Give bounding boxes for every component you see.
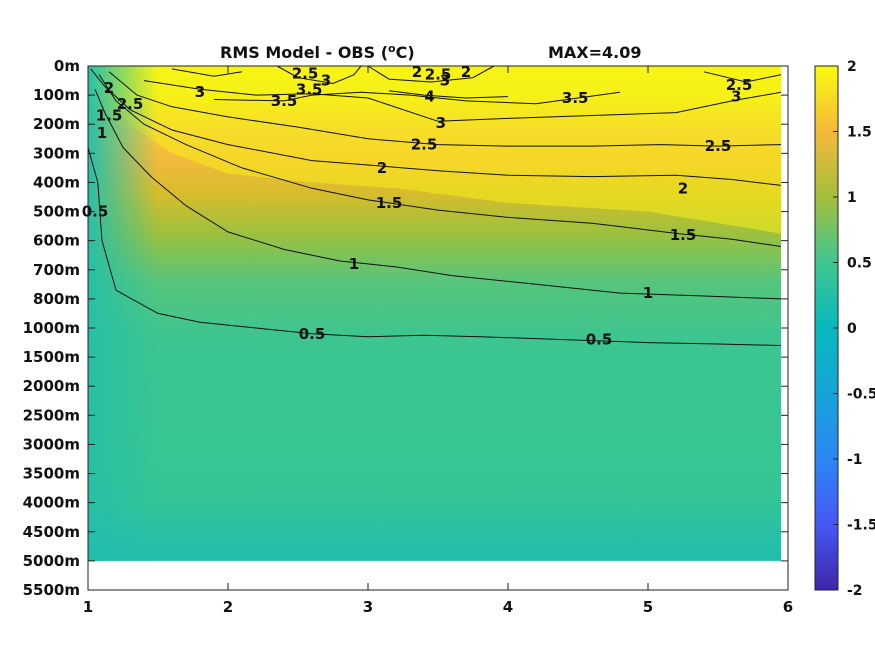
y-tick-label: 5000m [23,552,80,570]
y-tick-label: 5500m [23,581,80,599]
contour-label: 2.5 [411,136,438,154]
contour-line-top-3 [367,65,495,83]
contour-line-top-4 [703,71,782,83]
y-tick-label: 600m [33,232,80,250]
contour-line-top-2 [276,65,362,85]
contour-label: 2.5 [425,66,452,84]
x-tick-label: 6 [783,598,793,616]
contour-label: 3 [195,83,205,101]
contour-line-1 [94,89,782,300]
y-tick-label: 700m [33,261,80,279]
colorbar-tick-label: -2 [847,583,863,599]
contour-label: 2.5 [117,95,144,113]
y-tick-label: 300m [33,144,80,162]
contour-label: 3 [436,114,446,132]
y-tick-label: 1000m [23,319,80,337]
contour-label: 3.5 [271,92,298,110]
contour-line-2-5 [108,71,782,147]
y-tick-label: 100m [33,86,80,104]
contour-label: 1.5 [96,107,123,125]
colorbar-tick-label: -1.5 [847,518,875,534]
contour-label: 2 [461,63,471,81]
contour-label: 1 [97,124,107,142]
y-tick-label: 2500m [23,406,80,424]
contour-line-top-1 [171,68,243,77]
y-tick-label: 400m [33,173,80,191]
contour-label: 1 [643,284,653,302]
y-tick-label: 800m [33,290,80,308]
colorbar-tick-label: 1 [847,190,857,206]
contour-label: 3.5 [296,80,323,98]
colorbar-tick-label: 2 [847,59,857,75]
contour-label: 2 [678,179,688,197]
field-warm-band [88,66,781,234]
max-label: MAX=4.09 [548,43,642,62]
field-bottom-shade [88,502,781,561]
y-tick-label: 4500m [23,523,80,541]
y-tick-label: 3000m [23,435,80,453]
contour-line-3-5 [213,91,621,105]
contour-label: 3 [321,72,331,90]
y-tick-label: 2000m [23,377,80,395]
contour-line-3 [143,80,782,122]
x-tick-label: 1 [83,598,93,616]
x-tick-label: 2 [223,598,233,616]
y-tick-label: 0m [54,57,80,75]
contour-lines [87,65,782,346]
y-tick-label: 500m [33,203,80,221]
colorbar-tick-label: -0.5 [847,387,875,403]
chart-title: RMS Model - OBS (oC) [220,42,415,63]
rms-field [88,66,781,561]
x-tick-label: 4 [503,598,513,616]
colorbar-tick-label: -1 [847,452,863,468]
x-tick-label: 5 [643,598,653,616]
contour-label: 1.5 [670,226,697,244]
axes: 0m 100m 200m 300m 400m 500m 600m 700m 800m 1000m 1… [23,57,794,616]
contour-label: 4 [424,88,434,106]
contour-label: 2.5 [292,64,319,82]
contour-label: 1 [349,255,359,273]
y-tick-label: 1500m [23,348,80,366]
contour-label: 0.5 [299,325,326,343]
y-tick-label: 200m [33,115,80,133]
contour-line-0-5 [87,147,782,346]
contour-label: 3 [440,72,450,90]
colorbar-tick-label: 0 [847,321,857,337]
colorbar: 2 1.5 1 0.5 0 -0.5 -1 -1.5 -2 [814,59,875,599]
colorbar-tick-label: 0.5 [847,256,872,272]
colorbar-tick-label: 1.5 [847,125,872,141]
contour-label: 2.5 [705,137,732,155]
contour-line-1-5 [98,74,782,247]
field-left-shade [88,66,158,561]
x-tick-label: 3 [363,598,373,616]
contour-label: 2 [377,159,387,177]
y-tick-label: 4000m [23,494,80,512]
contour-label: 3.5 [562,89,589,107]
contour-label: 0.5 [586,331,613,349]
contour-label: 2.5 [726,76,753,94]
contour-label: 2 [412,63,422,81]
contour-line-4 [388,90,509,99]
contour-label: 1.5 [376,194,403,212]
contour-line-2 [90,68,782,186]
plot-area [88,66,788,590]
y-tick-label: 3500m [23,465,80,483]
contour-label: 2 [104,79,114,97]
contour-label: 3 [731,88,741,106]
